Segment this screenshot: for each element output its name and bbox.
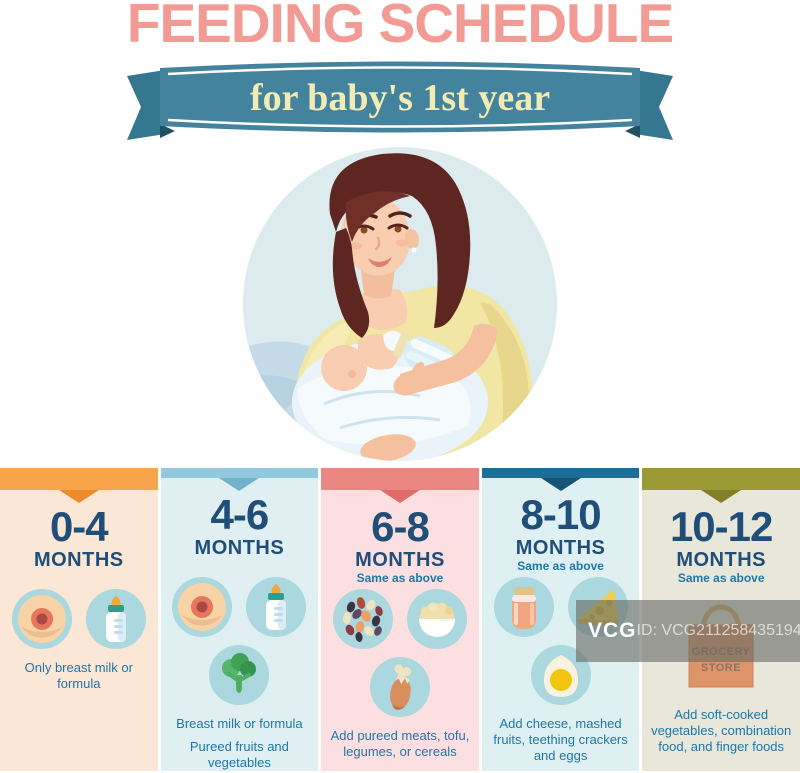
months-label: MONTHS xyxy=(355,549,445,571)
ribbon-text: for baby's 1st year xyxy=(250,77,550,119)
vcg-logo-text: VCG xyxy=(588,619,637,642)
description-text: Add pureed meats, tofu, legumes, or cere… xyxy=(330,728,470,759)
column-header-bar xyxy=(160,468,319,478)
column-4-6-months: 4-6 MONTHS xyxy=(160,468,319,771)
chevron-down-icon xyxy=(219,478,260,491)
column-header-bar xyxy=(642,468,800,490)
month-range-label: 4-6 xyxy=(210,491,270,538)
baby-bottle-icon xyxy=(85,589,146,649)
chevron-down-icon xyxy=(701,490,742,503)
column-8-10-months: 8-10 MONTHS Same as above xyxy=(481,468,640,771)
description-text: Add soft-cooked vegetables, combination … xyxy=(651,707,792,754)
chevron-down-icon xyxy=(540,478,581,491)
column-0-4-months: 0-4 MONTHS xyxy=(0,468,158,771)
same-as-above-note: Same as above xyxy=(356,571,444,585)
months-label: MONTHS xyxy=(515,537,606,559)
description-text: Add cheese, mashed fruits, teething crac… xyxy=(493,716,628,763)
column-header-bar xyxy=(0,468,158,490)
months-label: MONTHS xyxy=(33,549,124,571)
age-columns-section: 0-4 MONTHS xyxy=(0,468,800,771)
column-6-8-months: 6-8 MONTHS Same as above xyxy=(321,468,479,771)
month-range-label: 8-10 xyxy=(520,491,602,538)
months-label: MONTHS xyxy=(194,537,285,559)
mother-feeding-baby-illustration xyxy=(240,144,560,464)
ribbon-icon: for baby's 1st year xyxy=(127,61,673,140)
description-text: Pureed fruits and vegetables xyxy=(189,739,289,770)
month-range-label: 6-8 xyxy=(371,503,430,550)
breast-icon xyxy=(172,577,233,637)
months-label: MONTHS xyxy=(676,549,766,571)
legumes-icon xyxy=(332,589,393,649)
month-range-label: 0-4 xyxy=(49,503,109,550)
chevron-down-icon xyxy=(58,490,99,503)
watermark-id-text: ID: VCG211258435194 xyxy=(636,622,800,639)
chicken-leg-icon xyxy=(369,657,430,717)
same-as-above-note: Same as above xyxy=(517,559,604,573)
page-title: FEEDING SCHEDULE xyxy=(126,0,674,54)
column-header-bar xyxy=(481,468,640,478)
ribbon-banner: for baby's 1st year xyxy=(115,54,685,142)
month-range-label: 10-12 xyxy=(669,503,773,550)
column-header-bar xyxy=(321,468,479,490)
watermark-bar: VCG ID: VCG211258435194 xyxy=(576,600,800,662)
same-as-above-note: Same as above xyxy=(677,571,765,585)
chevron-down-icon xyxy=(379,490,420,503)
baby-food-jar-icon xyxy=(493,577,554,637)
grocery-bag-label-line2: STORE xyxy=(701,662,741,674)
baby-bottle-icon xyxy=(246,577,307,637)
description-text: Only breast milk or formula xyxy=(24,660,133,691)
breast-icon xyxy=(11,589,72,649)
description-text: Breast milk or formula xyxy=(176,716,303,731)
cereal-bowl-icon xyxy=(406,589,467,649)
broccoli-icon xyxy=(209,645,270,705)
